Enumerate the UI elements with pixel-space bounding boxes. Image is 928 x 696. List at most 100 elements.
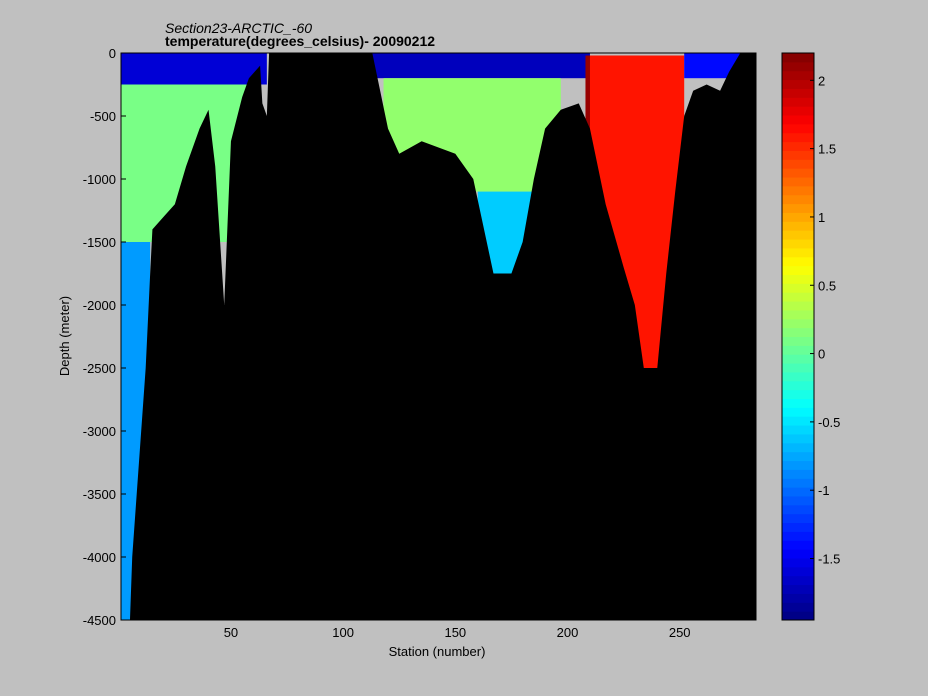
y-tick-label: -3000 [83, 424, 116, 439]
y-tick-label: -4500 [83, 613, 116, 628]
colorbar-step [782, 522, 814, 532]
water-mass-western-surface-layer [121, 53, 267, 85]
colorbar-step [782, 495, 814, 506]
colorbar-step [782, 123, 814, 134]
y-axis-label: Depth (meter) [57, 296, 72, 376]
colorbar-step [782, 487, 814, 497]
colorbar-step [782, 159, 814, 169]
colorbar-step [782, 61, 814, 72]
colorbar-step [782, 212, 814, 222]
colorbar-step [782, 185, 814, 196]
colorbar-step [782, 203, 814, 213]
y-tick-label: -500 [90, 109, 116, 124]
colorbar-step [782, 433, 814, 444]
y-tick-label: -3500 [83, 487, 116, 502]
colorbar-step [782, 504, 814, 515]
colorbar-step [782, 460, 814, 470]
colorbar-step [782, 336, 814, 346]
y-tick-label: -4000 [83, 550, 116, 565]
colorbar-step [782, 247, 814, 258]
colorbar-tick-label: 1.5 [818, 142, 836, 157]
plot-frame [120, 52, 757, 621]
chart-subtitle: temperature(degrees_celsius)- 20090212 [165, 33, 436, 49]
colorbar-frame [781, 52, 815, 621]
colorbar-step [782, 168, 814, 178]
colorbar-step [782, 407, 814, 417]
x-axis: 50 100 150 200 250 [224, 615, 691, 640]
colorbar-step [782, 451, 814, 462]
colorbar-step [782, 194, 814, 205]
colorbar-tick-label: 1 [818, 210, 825, 225]
seafloor-mask [121, 53, 756, 620]
colorbar-step [782, 389, 814, 400]
colorbar-step [782, 309, 814, 320]
colorbar-tick-label: -1.5 [818, 552, 840, 567]
colorbar-step [782, 53, 814, 63]
colorbar-gradient [782, 53, 814, 621]
x-tick-label: 200 [557, 625, 579, 640]
colorbar-tick-label: -1 [818, 483, 830, 498]
colorbar-step [782, 230, 814, 240]
colorbar-step [782, 593, 814, 603]
plot-area [120, 52, 757, 621]
colorbar-step [782, 416, 814, 426]
colorbar-step [782, 363, 814, 373]
colorbar-step [782, 150, 814, 160]
chart-title: Section23-ARCTIC_-60 [165, 20, 313, 36]
x-axis-label: Station (number) [389, 644, 486, 659]
colorbar-tick-label: 2 [818, 73, 825, 88]
colorbar-step [782, 221, 814, 231]
colorbar-step [782, 425, 814, 435]
colorbar-step [782, 88, 814, 98]
colorbar-step [782, 345, 814, 355]
colorbar-step [782, 371, 814, 382]
y-tick-label: -1000 [83, 172, 116, 187]
colorbar-step [782, 141, 814, 151]
colorbar-step [782, 575, 814, 586]
y-tick-label: -2000 [83, 298, 116, 313]
y-tick-label: 0 [109, 46, 116, 61]
colorbar-step [782, 469, 814, 479]
colorbar-tick-label: 0 [818, 347, 825, 362]
plot-content [121, 53, 756, 620]
y-tick-label: -1500 [83, 235, 116, 250]
colorbar-step [782, 106, 814, 116]
colorbar: 2 1.5 1 0.5 0 -0.5 -1 -1.5 [781, 52, 840, 621]
x-tick-label: 50 [224, 625, 238, 640]
colorbar-step [782, 301, 814, 311]
colorbar-step [782, 283, 814, 293]
x-tick-label: 250 [669, 625, 691, 640]
x-tick-label: 150 [444, 625, 466, 640]
colorbar-step [782, 442, 814, 453]
colorbar-step [782, 327, 814, 337]
colorbar-step [782, 115, 814, 125]
y-axis: 0 -500 -1000 -1500 -2000 -2500 -3000 -3500 -4000… [83, 46, 126, 628]
colorbar-step [782, 557, 814, 568]
colorbar-step [782, 566, 814, 577]
colorbar-step [782, 177, 814, 187]
colorbar-step [782, 602, 814, 612]
colorbar-step [782, 97, 814, 107]
y-tick-label: -2500 [83, 361, 116, 376]
colorbar-step [782, 549, 814, 559]
colorbar-step [782, 531, 814, 541]
colorbar-step [782, 79, 814, 89]
colorbar-step [782, 256, 814, 267]
colorbar-step [782, 540, 814, 550]
colorbar-step [782, 398, 814, 408]
colorbar-tick-label: -0.5 [818, 415, 840, 430]
colorbar-tick-label: 0.5 [818, 278, 836, 293]
colorbar-step [782, 265, 814, 275]
colorbar-step [782, 292, 814, 302]
colorbar-step [782, 70, 814, 81]
colorbar-step [782, 239, 814, 249]
colorbar-step [782, 318, 814, 329]
colorbar-step [782, 513, 814, 524]
colorbar-step [782, 611, 814, 621]
colorbar-step [782, 380, 814, 391]
colorbar-step [782, 274, 814, 284]
colorbar-step [782, 584, 814, 594]
x-tick-label: 100 [332, 625, 354, 640]
water-mass-central-surface-layer [372, 53, 590, 79]
